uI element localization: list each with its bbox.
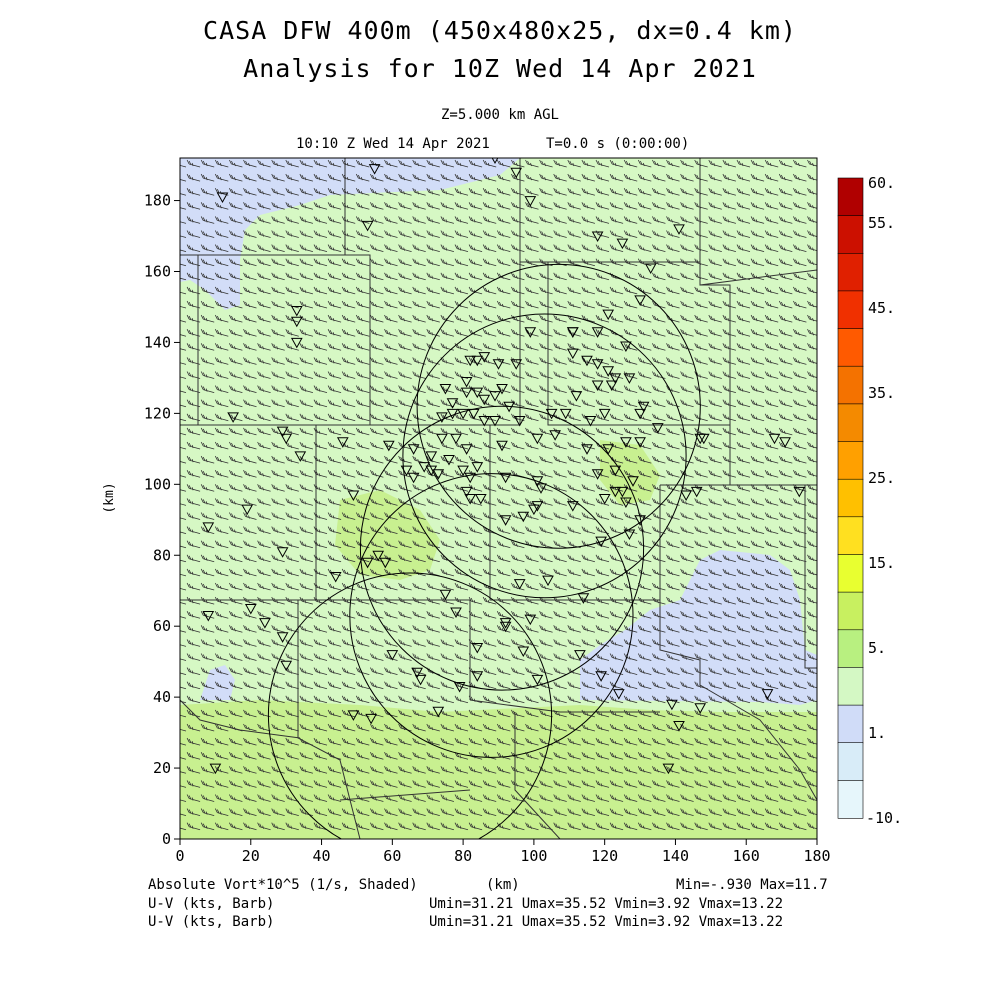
colorbar-swatch: [838, 366, 863, 404]
colorbar-label: 25.: [868, 469, 895, 487]
y-tick-label: 100: [144, 475, 171, 493]
x-tick-label: 20: [242, 847, 260, 865]
field-label: Absolute Vort*10^5 (1/s, Shaded): [148, 877, 418, 893]
colorbar-label: 35.: [868, 384, 895, 402]
colorbar-swatch: [838, 592, 863, 630]
barb-label-1: U-V (kts, Barb): [148, 896, 274, 912]
colorbar-swatch: [838, 517, 863, 555]
y-tick-label: 0: [162, 830, 171, 848]
x-tick-label: 100: [520, 847, 547, 865]
y-tick-label: 60: [153, 617, 171, 635]
x-tick-label: 40: [313, 847, 331, 865]
colorbar-label: -10.: [866, 809, 902, 827]
colorbar-swatch: [838, 743, 863, 781]
x-axis: 0 20 40 60 80 100 120 140 160 180: [175, 839, 830, 865]
x-tick-label: 160: [733, 847, 760, 865]
field-minmax: Min=-.930 Max=11.7: [676, 877, 828, 893]
x-tick-label: 180: [803, 847, 830, 865]
y-tick-label: 120: [144, 404, 171, 422]
x-axis-unit-label: (km): [486, 877, 520, 893]
x-tick-label: 0: [175, 847, 184, 865]
x-tick-label: 80: [454, 847, 472, 865]
x-tick-label: 60: [383, 847, 401, 865]
colorbar-swatch: [838, 404, 863, 442]
colorbar-swatch: [838, 253, 863, 291]
colorbar-swatch: [838, 555, 863, 593]
y-tick-label: 40: [153, 688, 171, 706]
colorbar-swatch: [838, 329, 863, 367]
colorbar-swatch: [838, 705, 863, 743]
y-tick-label: 80: [153, 546, 171, 564]
colorbar-swatch: [838, 291, 863, 329]
colorbar-label: 60.: [868, 174, 895, 192]
colorbar-swatch: [838, 442, 863, 480]
y-tick-label: 20: [153, 759, 171, 777]
colorbar-swatch: [838, 630, 863, 668]
colorbar-swatch: [838, 178, 863, 216]
colorbar-label: 1.: [868, 724, 886, 742]
colorbar-swatch: [838, 780, 863, 818]
colorbar-label: 5.: [868, 639, 886, 657]
colorbar-label: 55.: [868, 214, 895, 232]
colorbar: 60. 55. 45. 35. 25. 15. 5. 1. -10.: [838, 174, 902, 827]
barb-stats-2: Umin=31.21 Umax=35.52 Vmin=3.92 Vmax=13.…: [429, 914, 783, 930]
x-tick-label: 140: [662, 847, 689, 865]
y-tick-label: 160: [144, 263, 171, 281]
colorbar-swatch: [838, 667, 863, 705]
x-tick-label: 120: [591, 847, 618, 865]
colorbar-swatch: [838, 479, 863, 517]
colorbar-label: 15.: [868, 554, 895, 572]
colorbar-swatch: [838, 216, 863, 254]
y-axis-label: (km): [102, 482, 117, 513]
y-axis: 0 20 40 60 80 100 120 140 160 180: [144, 192, 180, 848]
y-tick-label: 180: [144, 192, 171, 210]
barb-stats-1: Umin=31.21 Umax=35.52 Vmin=3.92 Vmax=13.…: [429, 896, 783, 912]
colorbar-label: 45.: [868, 299, 895, 317]
y-tick-label: 140: [144, 333, 171, 351]
barb-label-2: U-V (kts, Barb): [148, 914, 274, 930]
